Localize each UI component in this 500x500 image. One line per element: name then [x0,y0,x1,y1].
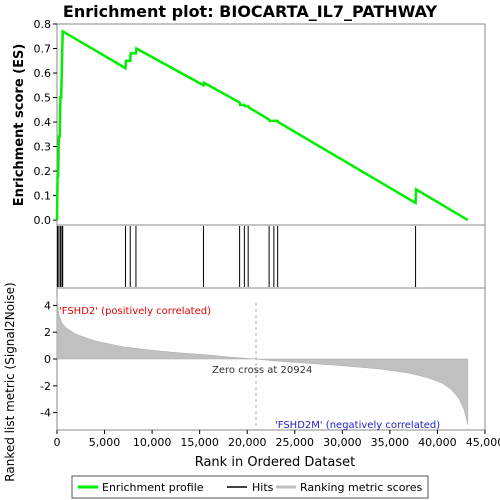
es-y-tick-label: 0.2 [34,165,52,178]
es-axis-label: Enrichment score (ES) [12,44,27,207]
es-y-tick-label: 0.3 [34,141,52,154]
es-y-ticks: 0.0 0.1 0.2 0.3 0.4 0.5 0.6 0.7 0.8 [34,18,57,227]
es-plot-area [56,23,486,226]
positive-correlation-label: 'FSHD2' (positively correlated) [59,306,211,317]
es-y-tick-label: 0.5 [34,92,52,105]
x-axis-label: Rank in Ordered Dataset [195,455,356,470]
zero-cross-label: Zero cross at 20924 [212,365,312,376]
metric-y-tick-label: -4 [40,407,51,420]
negative-correlation-label: 'FSHD2M' (negatively correlated) [275,420,440,431]
metric-y-tick-label: 4 [44,299,51,312]
hits-panel [56,224,486,289]
legend-hits-label: Hits [252,481,274,494]
enrichment-profile-line [55,29,469,222]
hit-marks [57,226,417,287]
x-axis-ticks: 0 5,000 10,000 15,000 20,000 25,000 30,000 35,0… [54,430,500,449]
x-tick-label: 35,000 [371,436,410,449]
x-tick-label: 5,000 [89,436,121,449]
chart-title: Enrichment plot: BIOCARTA_IL7_PATHWAY [63,2,438,21]
x-tick-label: 10,000 [133,436,172,449]
x-tick-label: 40,000 [418,436,457,449]
legend-box [71,475,429,499]
es-y-tick-label: 0.6 [34,67,52,80]
metric-axis-label: Ranked list metric (Signal2Noise) [3,282,17,481]
x-tick-label: 30,000 [323,436,362,449]
es-y-tick-label: 0.8 [34,18,52,31]
metric-y-tick-label: 0 [44,353,51,366]
es-y-tick-label: 0.0 [34,214,52,227]
x-tick-label: 15,000 [180,436,219,449]
metric-y-tick-label: -2 [40,380,51,393]
x-tick-label: 20,000 [228,436,267,449]
metric-y-ticks: 4 2 0 -2 -4 [40,299,57,420]
metric-y-tick-label: 2 [44,326,51,339]
es-y-tick-label: 0.1 [34,190,52,203]
legend-enrichment-label: Enrichment profile [102,481,204,494]
x-tick-label: 0 [54,436,61,449]
x-tick-label: 45,000 [466,436,500,449]
es-y-tick-label: 0.4 [34,116,52,129]
legend-metric-label: Ranking metric scores [300,481,422,494]
es-y-tick-label: 0.7 [34,43,52,56]
ranking-metric-area [56,297,469,425]
x-tick-label: 25,000 [276,436,315,449]
